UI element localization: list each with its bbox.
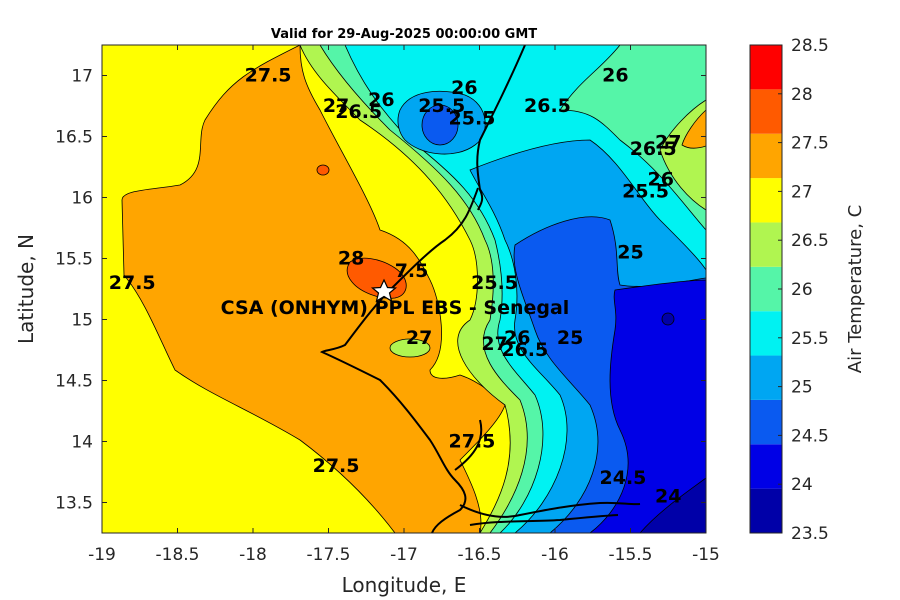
contour-label: 26 [647, 168, 673, 190]
y-tick-label: 14.5 [55, 372, 93, 392]
x-tick-label: -18.5 [156, 545, 200, 565]
y-tick-label: 16.5 [55, 128, 93, 148]
colorbar-tick-label: 28.5 [791, 36, 829, 56]
colorbar-tick-label: 25.5 [791, 329, 829, 349]
x-axis-label: Longitude, E [342, 573, 467, 597]
colorbar-swatch [750, 444, 782, 489]
contour-label: 25.5 [418, 95, 465, 117]
colorbar-swatch [750, 45, 782, 90]
contour-label: 25 [557, 327, 583, 349]
border-north [476, 45, 526, 211]
field-27-pocket [389, 338, 431, 358]
colorbar-tick-label: 23.5 [791, 524, 829, 544]
border-south [459, 501, 641, 518]
contour-label: 27.5 [313, 455, 360, 477]
site-label: CSA (ONHYM) PPL EBS - Senegal [221, 297, 570, 319]
x-tick-label: -19 [88, 545, 116, 565]
colorbar-tick-label: 26 [791, 280, 813, 300]
contour-label: 26.5 [524, 95, 571, 117]
contour-label: 27 [481, 333, 507, 355]
colorbar-tick-label: 27.5 [791, 134, 829, 154]
x-tick-label: -16 [541, 545, 569, 565]
y-tick-label: 15 [71, 311, 93, 331]
colorbar-swatch [750, 311, 782, 356]
contour-label: 25 [617, 242, 643, 264]
x-tick-label: -17 [390, 545, 418, 565]
field-27.5-28-spot [316, 164, 330, 176]
x-tick-label: -16.5 [458, 545, 502, 565]
contour-label: 26 [602, 65, 628, 87]
x-tick-label: -17.5 [307, 545, 351, 565]
border-gambia [454, 419, 619, 526]
colorbar-swatch [750, 133, 782, 179]
colorbar-tick-label: 27 [791, 182, 813, 202]
contour-label: 25.5 [622, 181, 669, 203]
contour-label: 26.5 [335, 101, 382, 123]
x-axis: -19 -18.5 -18 -17.5 -17 -16.5 -16 -15.5 -15 [88, 45, 720, 565]
contour-label: 27.5 [449, 431, 496, 453]
field-24-24.5 [589, 279, 706, 533]
contour-label: 24.5 [600, 467, 647, 489]
site-marker: CSA (ONHYM) PPL EBS - Senegal [221, 278, 570, 319]
contour-label: 25.5 [471, 272, 518, 294]
colorbar-tick-label: 26.5 [791, 231, 829, 251]
contour-label: 24 [655, 486, 681, 508]
contour-label: 26 [504, 327, 530, 349]
contour-label: 26.5 [501, 339, 548, 361]
y-tick-label: 17 [71, 67, 93, 87]
colorbar-swatch [750, 178, 782, 223]
colorbar-tick-label: 24.5 [791, 426, 829, 446]
colorbar-swatch [750, 488, 782, 533]
contour-label: 27.5 [245, 65, 292, 87]
colorbar-swatch [750, 399, 782, 445]
contour-label: 27 [406, 327, 432, 349]
y-tick-label: 15.5 [55, 250, 93, 270]
colorbar-swatch [750, 89, 782, 134]
contour-label: 7.5 [395, 260, 429, 282]
x-tick-label: -15 [692, 545, 720, 565]
colorbar-tick-label: 28 [791, 85, 813, 105]
contour-label: 26 [368, 89, 394, 111]
field-warm-pocket-ne-inner [681, 109, 706, 149]
colorbar-tick-label: 25 [791, 378, 813, 398]
contour-label: 25.5 [449, 107, 496, 129]
colorbar: 23.5 24 24.5 25 25.5 26 26.5 27 27.5 28 28.5 [749, 36, 829, 544]
contour-label: 27.5 [109, 272, 156, 294]
field-24-spot [661, 312, 675, 326]
field-27.5-28 [121, 45, 506, 533]
contour-label: 26.5 [630, 138, 677, 160]
map-plot-area [102, 45, 706, 533]
y-tick-label: 14 [71, 433, 93, 453]
chart-title: Valid for 29-Aug-2025 00:00:00 GMT [271, 27, 537, 42]
contour-label: 27 [655, 132, 681, 154]
colorbar-swatch [750, 222, 782, 267]
y-tick-label: 16 [71, 189, 93, 209]
colorbar-label: Air Temperature, C [845, 205, 866, 373]
x-tick-label: -18 [239, 545, 267, 565]
colorbar-tick-label: 24 [791, 475, 813, 495]
y-tick-label: 13.5 [55, 494, 93, 514]
x-tick-label: -15.5 [609, 545, 653, 565]
colorbar-swatch [750, 266, 782, 312]
contour-label: 26 [451, 77, 477, 99]
contour-label: 27 [323, 95, 349, 117]
field-cold-pocket-24.5 [421, 104, 459, 146]
contour-label: 28 [338, 248, 364, 270]
y-axis: 13.5 14 14.5 15 15.5 16 16.5 17 [55, 67, 706, 514]
coastline [319, 187, 479, 533]
colorbar-swatch [750, 355, 782, 400]
star-icon [370, 278, 398, 303]
y-axis-label: Latitude, N [14, 234, 38, 344]
